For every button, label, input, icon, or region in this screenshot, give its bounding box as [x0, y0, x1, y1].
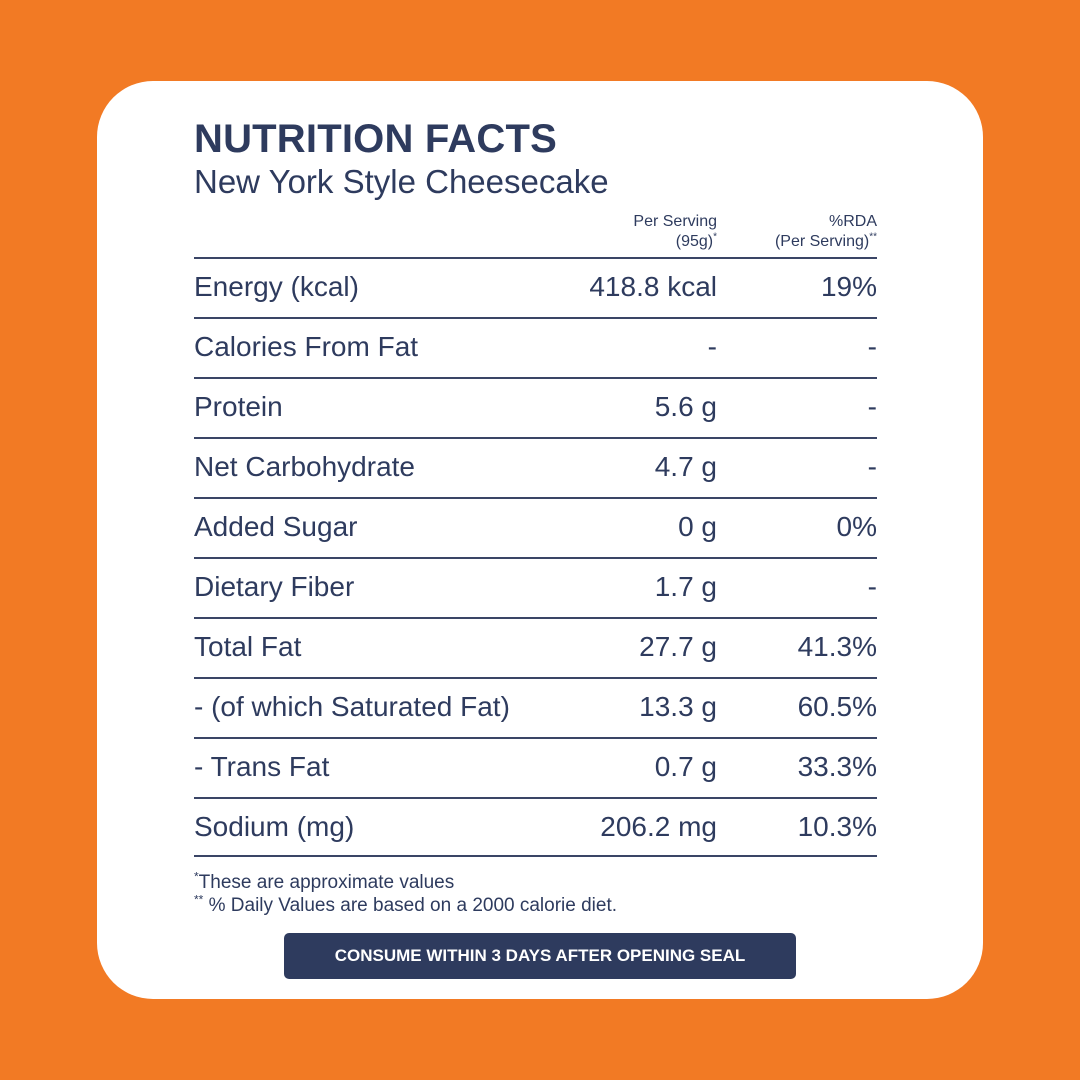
nutrient-label: Net Carbohydrate [194, 451, 416, 482]
per-serving-value: 4.7 g [654, 451, 717, 482]
per-serving-header-line1: Per Serving [633, 213, 717, 230]
per-serving-value: 206.2 mg [600, 811, 717, 842]
footnote-text: These are approximate values [198, 872, 455, 893]
per-serving-value: 5.6 g [654, 391, 717, 422]
rda-basis: (Per Serving) [774, 233, 870, 250]
per-serving-value: 0 g [678, 511, 717, 542]
rda-value: 0% [836, 511, 877, 542]
table-row: Total Fat 27.7 g 41.3% [194, 617, 877, 677]
table-row: - Trans Fat 0.7 g 33.3% [194, 737, 877, 797]
per-serving-header-line2: (95g)* [633, 232, 717, 252]
rda-value: 33.3% [797, 751, 877, 782]
nutrient-label: Calories From Fat [194, 331, 419, 362]
footnote-daily-values: ** % Daily Values are based on a 2000 ca… [194, 894, 617, 917]
footnote-mark: ** [194, 892, 204, 907]
nutrient-label: Added Sugar [194, 511, 358, 542]
per-serving-column-header: Per Serving (95g)* [633, 212, 717, 252]
table-row: Energy (kcal) 418.8 kcal 19% [194, 257, 877, 317]
table-row: Added Sugar 0 g 0% [194, 497, 877, 557]
nutrient-label: - Trans Fat [194, 751, 330, 782]
product-name: New York Style Cheesecake [194, 163, 609, 200]
rda-value: 41.3% [797, 631, 877, 662]
per-serving-value: 0.7 g [654, 751, 717, 782]
table-row: Protein 5.6 g - [194, 377, 877, 437]
rda-value: 60.5% [797, 691, 877, 722]
rda-header-line1: %RDA [828, 213, 877, 230]
nutrient-label: Dietary Fiber [194, 571, 355, 602]
rda-value: 10.3% [797, 811, 877, 842]
storage-instruction-banner: CONSUME WITHIN 3 DAYS AFTER OPENING SEAL [284, 933, 796, 979]
nutrient-label: - (of which Saturated Fat) [194, 691, 510, 722]
rda-value: - [867, 571, 877, 602]
nutrient-label: Total Fat [194, 631, 302, 662]
per-serving-size: (95g) [675, 233, 714, 250]
nutrition-table: Energy (kcal) 418.8 kcal 19% Calories Fr… [194, 257, 877, 857]
rda-footnote-mark: ** [869, 231, 877, 243]
per-serving-footnote-mark: * [713, 231, 717, 243]
footnote-mark: * [194, 869, 199, 884]
per-serving-value: 1.7 g [654, 571, 717, 602]
rda-header-line2: (Per Serving)** [775, 232, 877, 252]
per-serving-value: 13.3 g [639, 691, 717, 722]
rda-value: - [867, 331, 877, 362]
nutrient-label: Protein [194, 391, 283, 422]
table-row: Dietary Fiber 1.7 g - [194, 557, 877, 617]
rda-value: - [867, 391, 877, 422]
nutrient-label: Energy (kcal) [194, 271, 359, 302]
nutrition-title: NUTRITION FACTS [194, 117, 557, 161]
table-row: Sodium (mg) 206.2 mg 10.3% [194, 797, 877, 857]
footnote-text: % Daily Values are based on a 2000 calor… [203, 895, 618, 916]
footnote-approximate: *These are approximate values [194, 871, 617, 894]
rda-column-header: %RDA (Per Serving)** [775, 212, 877, 252]
per-serving-value: - [707, 331, 717, 362]
table-row: - (of which Saturated Fat) 13.3 g 60.5% [194, 677, 877, 737]
nutrient-label: Sodium (mg) [194, 811, 355, 842]
rda-value: 19% [820, 271, 877, 302]
footnotes: *These are approximate values ** % Daily… [194, 871, 617, 917]
table-row: Net Carbohydrate 4.7 g - [194, 437, 877, 497]
rda-value: - [867, 451, 877, 482]
nutrition-card: NUTRITION FACTS New York Style Cheesecak… [97, 81, 983, 999]
per-serving-value: 27.7 g [639, 631, 717, 662]
table-row: Calories From Fat - - [194, 317, 877, 377]
per-serving-value: 418.8 kcal [589, 271, 717, 302]
